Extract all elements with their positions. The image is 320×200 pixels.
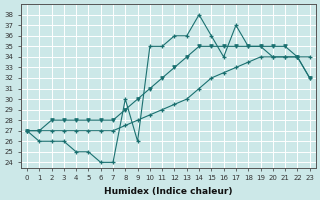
X-axis label: Humidex (Indice chaleur): Humidex (Indice chaleur): [104, 187, 233, 196]
